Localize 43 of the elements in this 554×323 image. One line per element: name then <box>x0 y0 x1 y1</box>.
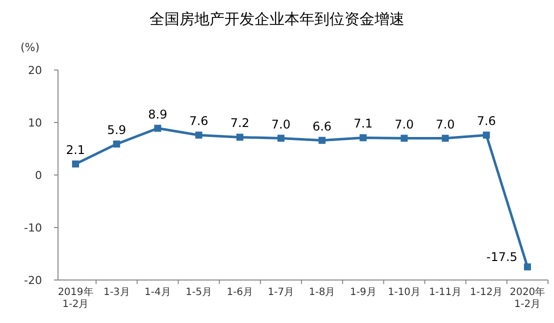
x-tick-label: 1-4月 <box>144 287 171 298</box>
data-label: 7.0 <box>436 117 455 132</box>
point <box>400 134 408 142</box>
point <box>113 140 120 148</box>
data-label: 7.0 <box>271 117 291 132</box>
y-tick-label: 10 <box>28 116 42 130</box>
data-label: 7.6 <box>189 114 208 128</box>
data-label: 8.9 <box>148 107 168 122</box>
data-label: 5.9 <box>107 123 126 138</box>
y-tick-label: -10 <box>24 222 42 234</box>
point <box>154 124 162 132</box>
x-tick-label: 1-12月 <box>470 287 503 298</box>
point <box>524 263 531 270</box>
data-label: 7.0 <box>394 117 414 132</box>
data-label: 2.1 <box>66 142 86 157</box>
x-tick-label: 2019年 1-2月 <box>58 286 94 310</box>
y-axis-title: (%) <box>20 41 40 54</box>
data-label: 7.6 <box>476 114 496 128</box>
x-tick-label: 1-10月 <box>388 287 421 298</box>
point <box>277 134 284 142</box>
point <box>236 134 244 141</box>
x-tick-label: 2020年 1-2月 <box>510 286 546 310</box>
point <box>318 136 326 144</box>
point <box>360 134 367 142</box>
y-tick-label: 0 <box>35 169 42 182</box>
x-tick-label: 1-7月 <box>268 287 294 298</box>
y-tick-label: 20 <box>28 64 42 77</box>
x-tick-label: 1-9月 <box>350 287 376 298</box>
y-tick-label: -20 <box>24 274 42 287</box>
data-label: -17.5 <box>486 250 518 264</box>
data-label: 6.6 <box>312 119 332 134</box>
point <box>442 134 449 142</box>
x-tick-label: 1-6月 <box>226 287 254 298</box>
point <box>195 132 202 139</box>
x-tick-label: 1-11月 <box>428 287 462 298</box>
x-tick-label: 1-3月 <box>103 287 130 298</box>
point <box>482 132 490 139</box>
data-label: 7.1 <box>354 116 373 131</box>
point <box>72 160 80 168</box>
chart-title: 全国房地产开发企业本年到位资金增速 <box>150 10 404 28</box>
data-label: 7.2 <box>230 116 250 130</box>
x-tick-label: 1-5月 <box>186 287 212 298</box>
x-tick-label: 1-8月 <box>308 287 336 298</box>
